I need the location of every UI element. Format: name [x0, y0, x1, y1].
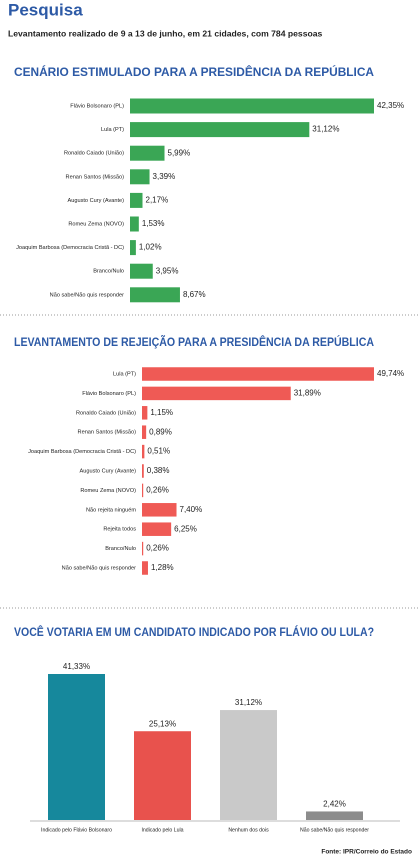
category-label: Augusto Cury (Avante): [68, 198, 125, 204]
value-label: 31,12%: [235, 698, 262, 707]
bar: [142, 522, 172, 536]
value-label: 2,17%: [146, 196, 169, 205]
category-label: Flávio Bolsonaro (PL): [82, 391, 136, 397]
header-title: Pesquisa: [8, 0, 83, 19]
bar: [142, 444, 145, 459]
value-label: 3,95%: [156, 266, 179, 275]
value-label: 42,35%: [377, 101, 404, 110]
value-label: 1,28%: [151, 563, 174, 572]
source: Fonte: IPR/Correio do Estado: [321, 849, 412, 856]
category-label: Rejeita todos: [103, 527, 136, 533]
category-label: Indicado pelo Flávio Bolsonaro: [41, 827, 112, 833]
bar: [130, 263, 153, 279]
header-subtitle: Levantamento realizado de 9 a 13 de junh…: [8, 28, 322, 38]
value-label: 31,12%: [312, 125, 339, 134]
value-label: 0,26%: [146, 486, 169, 495]
bar: [130, 98, 374, 114]
value-label: 0,89%: [149, 427, 172, 436]
category-label: Não sabe/Não quis responder: [300, 827, 369, 833]
value-label: 41,33%: [63, 662, 90, 671]
category-label: Lula (PT): [101, 127, 124, 133]
value-label: 0,51%: [147, 447, 170, 456]
value-label: 7,40%: [180, 505, 203, 514]
bar: [48, 674, 105, 820]
value-label: 1,15%: [150, 408, 173, 417]
bar: [142, 561, 148, 575]
value-label: 49,74%: [377, 369, 404, 378]
category-label: Não sabe/Não quis responder: [50, 292, 124, 298]
bar: [142, 483, 144, 498]
bar: [306, 811, 363, 820]
category-label: Ronaldo Caiado (União): [64, 151, 124, 157]
value-label: 0,38%: [147, 466, 170, 475]
chart-title: CENÁRIO ESTIMULADO PARA A PRESIDÊNCIA DA…: [14, 64, 374, 79]
chart-title: VOCÊ VOTARIA EM UM CANDIDATO INDICADO PO…: [14, 624, 374, 639]
bar: [142, 367, 374, 381]
bar: [142, 406, 148, 420]
value-label: 8,67%: [183, 290, 206, 299]
category-label: Flávio Bolsonaro (PL): [70, 103, 124, 109]
bar: [134, 731, 191, 820]
value-label: 6,25%: [174, 524, 197, 533]
value-label: 2,42%: [323, 800, 346, 809]
category-label: Nenhum dos dois: [228, 827, 269, 833]
bar: [130, 145, 165, 161]
category-label: Não rejeita ninguém: [86, 507, 136, 513]
category-label: Renan Santos (Missão): [66, 174, 125, 180]
bar: [130, 169, 150, 185]
bar: [142, 425, 147, 439]
bar: [142, 541, 144, 556]
bar: [130, 192, 143, 208]
category-label: Joaquim Barbosa (Democracia Cristã - DC): [28, 449, 136, 455]
bar: [130, 122, 310, 138]
value-label: 1,02%: [139, 243, 162, 252]
value-label: 5,99%: [168, 148, 191, 157]
bar: [130, 240, 136, 256]
category-label: Lula (PT): [113, 371, 136, 377]
value-label: 25,13%: [149, 719, 176, 728]
category-label: Indicado pelo Lula: [141, 827, 183, 833]
value-label: 0,26%: [146, 544, 169, 553]
category-label: Branco/Nulo: [93, 269, 124, 275]
bar: [130, 216, 139, 232]
value-label: 31,89%: [294, 389, 321, 398]
bar: [130, 287, 180, 303]
category-label: Não sabe/Não quis responder: [62, 565, 136, 571]
category-label: Augusto Cury (Avante): [80, 468, 137, 474]
category-label: Romeu Zema (NOVO): [80, 488, 136, 494]
category-label: Joaquim Barbosa (Democracia Cristã - DC): [16, 245, 124, 251]
category-label: Ronaldo Caiado (União): [76, 410, 136, 416]
value-label: 3,39%: [153, 172, 176, 181]
bar: [220, 710, 277, 820]
category-label: Renan Santos (Missão): [78, 430, 137, 436]
bar: [142, 464, 144, 478]
bar: [142, 503, 177, 517]
category-label: Romeu Zema (NOVO): [68, 221, 124, 227]
bar: [142, 386, 291, 401]
chart-title: LEVANTAMENTO DE REJEIÇÃO PARA A PRESIDÊN…: [14, 334, 374, 349]
category-label: Branco/Nulo: [105, 546, 136, 552]
value-label: 1,53%: [142, 219, 165, 228]
